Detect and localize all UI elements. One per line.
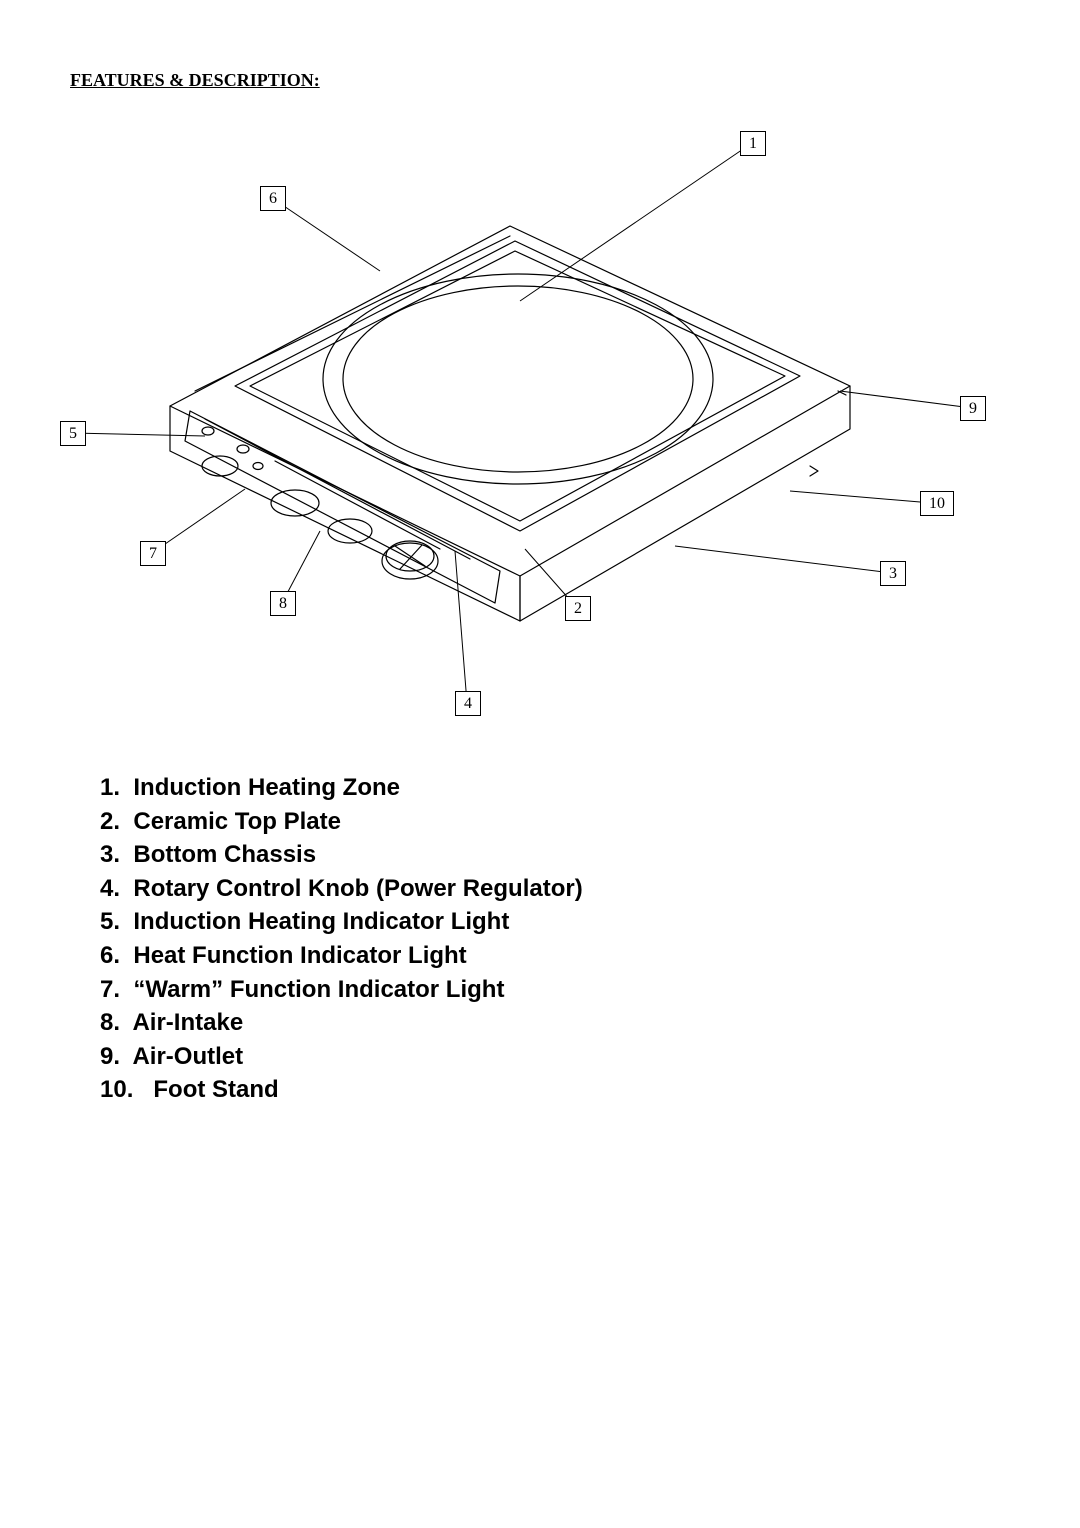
list-item: 2. Ceramic Top Plate [100,805,1010,839]
callout-3: 3 [880,561,906,586]
section-heading: FEATURES & DESCRIPTION: [70,70,1010,91]
feature-list: 1. Induction Heating Zone 2. Ceramic Top… [70,771,1010,1107]
diagram: 1 6 5 9 10 3 2 4 7 8 [40,111,1000,731]
callout-7: 7 [140,541,166,566]
page: FEATURES & DESCRIPTION: [0,0,1080,1183]
list-item: 1. Induction Heating Zone [100,771,1010,805]
list-item: 7. “Warm” Function Indicator Light [100,973,1010,1007]
callout-5: 5 [60,421,86,446]
list-item: 10. Foot Stand [100,1073,1010,1107]
cooker-svg [40,111,1000,731]
callout-8: 8 [270,591,296,616]
list-item: 3. Bottom Chassis [100,838,1010,872]
callout-6: 6 [260,186,286,211]
list-item: 5. Induction Heating Indicator Light [100,905,1010,939]
list-item: 4. Rotary Control Knob (Power Regulator) [100,872,1010,906]
callout-1: 1 [740,131,766,156]
callout-4: 4 [455,691,481,716]
callout-10: 10 [920,491,954,516]
callout-2: 2 [565,596,591,621]
callout-9: 9 [960,396,986,421]
list-item: 6. Heat Function Indicator Light [100,939,1010,973]
list-item: 9. Air-Outlet [100,1040,1010,1074]
list-item: 8. Air-Intake [100,1006,1010,1040]
